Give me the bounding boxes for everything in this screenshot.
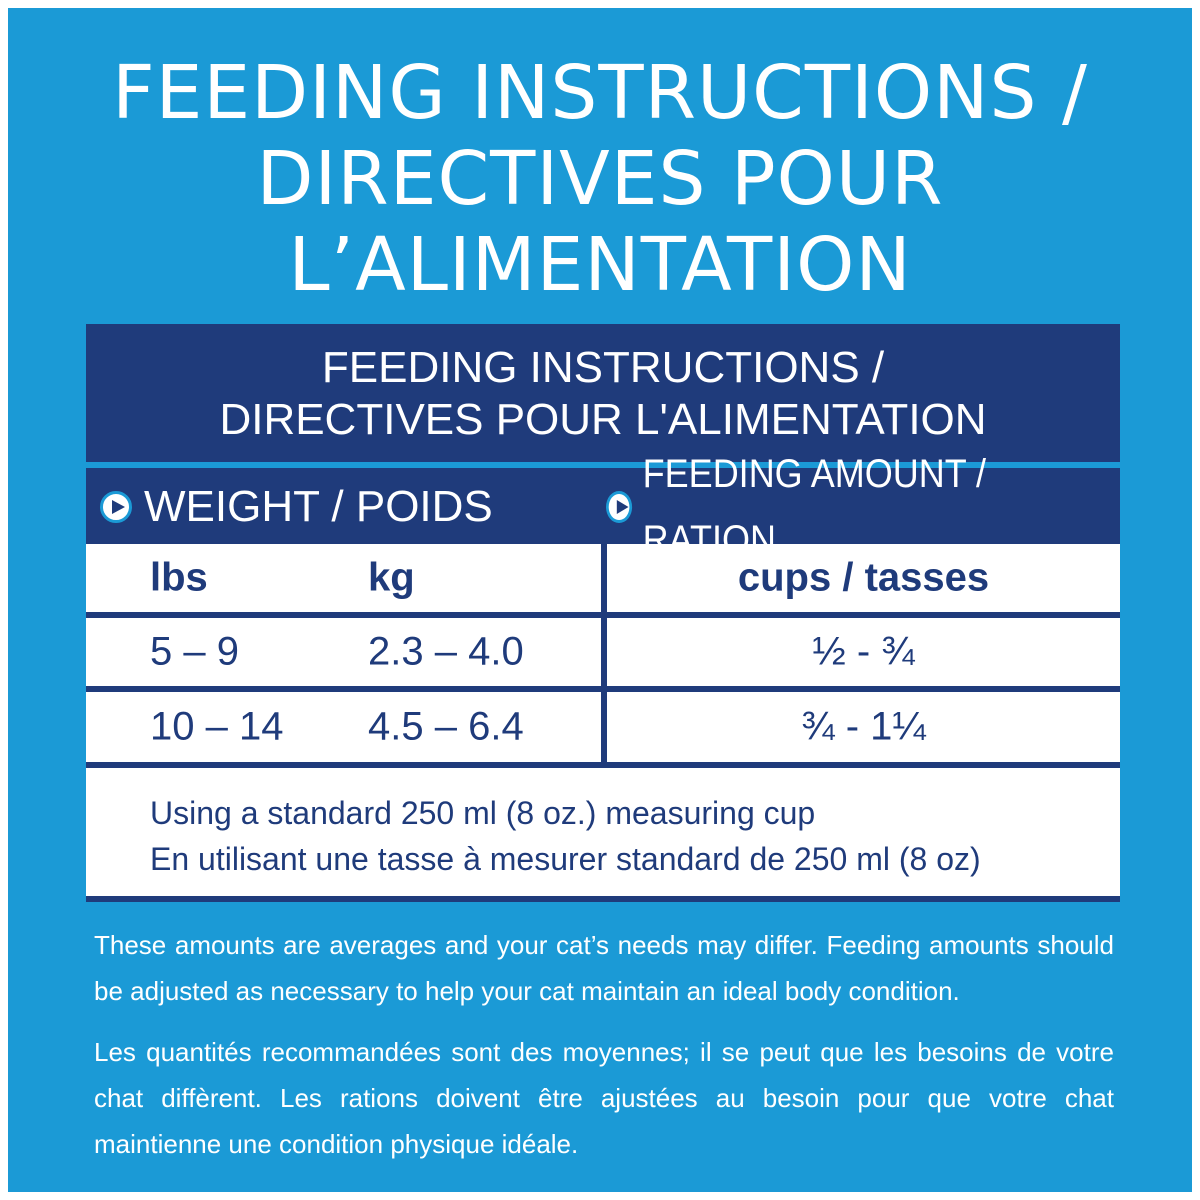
cell-kg: 2.3 – 4.0 bbox=[368, 629, 524, 674]
divider bbox=[86, 462, 1120, 468]
title-line: DIRECTIVES POUR bbox=[256, 136, 944, 222]
note-line: En utilisant une tasse à mesurer standar… bbox=[150, 841, 981, 877]
column-header-label: WEIGHT / POIDS bbox=[144, 482, 493, 531]
column-header-weight: WEIGHT / POIDS bbox=[100, 474, 493, 540]
paragraph-fr: Les quantités recommandées sont des moye… bbox=[94, 1037, 1114, 1159]
table-heading: FEEDING INSTRUCTIONS / DIRECTIVES POUR L… bbox=[86, 324, 1120, 462]
subheader-weight: lbs kg bbox=[86, 544, 601, 612]
subheader-cups: cups / tasses bbox=[607, 544, 1120, 612]
subheader-cups-label: cups / tasses bbox=[737, 555, 990, 600]
cell-kg: 4.5 – 6.4 bbox=[368, 704, 524, 749]
table-row: 10 – 14 4.5 – 6.4 bbox=[86, 692, 601, 762]
cell-cups: ¾ - 1¼ bbox=[801, 704, 926, 749]
table-row-amount: ¾ - 1¼ bbox=[607, 692, 1120, 762]
table-row-amount: ½ - ¾ bbox=[607, 618, 1120, 686]
feeding-table: FEEDING INSTRUCTIONS / DIRECTIVES POUR L… bbox=[86, 324, 1120, 902]
table-heading-line: FEEDING INSTRUCTIONS / bbox=[321, 343, 885, 392]
subheader-lbs: lbs bbox=[150, 555, 208, 600]
play-circle-icon bbox=[606, 491, 632, 523]
title-line: FEEDING INSTRUCTIONS / bbox=[112, 50, 1088, 136]
measuring-note: Using a standard 250 ml (8 oz.) measurin… bbox=[86, 768, 1120, 896]
table-row: 5 – 9 2.3 – 4.0 bbox=[86, 618, 601, 686]
subheader-kg: kg bbox=[368, 555, 415, 600]
cell-cups: ½ - ¾ bbox=[812, 629, 915, 674]
column-header-label: FEEDING AMOUNT / RATION bbox=[642, 452, 987, 562]
column-header-amount: FEEDING AMOUNT / RATION bbox=[606, 452, 1069, 562]
paragraph-en: These amounts are averages and your cat’… bbox=[94, 930, 1114, 1006]
cell-lbs: 10 – 14 bbox=[150, 704, 284, 749]
play-circle-icon bbox=[100, 491, 132, 523]
cell-lbs: 5 – 9 bbox=[150, 629, 239, 674]
page-title: FEEDING INSTRUCTIONS / DIRECTIVES POUR L… bbox=[0, 50, 1200, 308]
note-line: Using a standard 250 ml (8 oz.) measurin… bbox=[150, 795, 816, 831]
title-line: L’ALIMENTATION bbox=[288, 222, 912, 308]
table-heading-line: DIRECTIVES POUR L'ALIMENTATION bbox=[219, 395, 987, 444]
